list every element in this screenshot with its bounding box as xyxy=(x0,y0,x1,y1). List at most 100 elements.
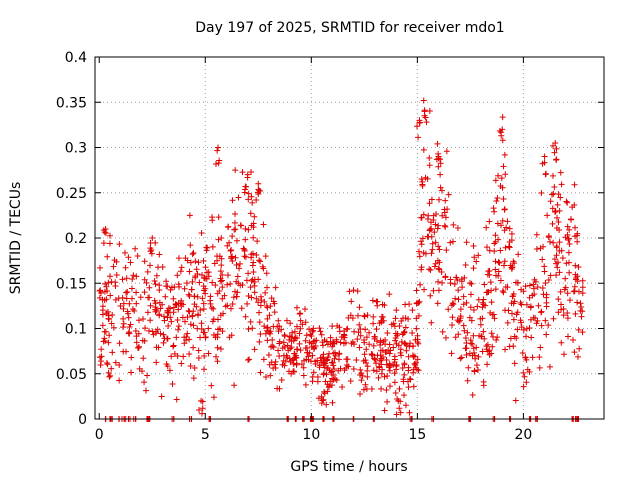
data-point xyxy=(536,354,543,361)
data-point xyxy=(500,163,507,170)
data-point xyxy=(401,371,408,378)
data-point xyxy=(551,184,558,191)
data-point xyxy=(123,295,130,302)
data-point xyxy=(195,312,202,319)
data-point xyxy=(463,239,470,246)
data-point xyxy=(247,284,254,291)
data-point xyxy=(175,255,182,262)
data-point xyxy=(202,264,209,271)
data-point xyxy=(316,362,323,369)
data-point xyxy=(425,212,432,219)
data-point xyxy=(222,303,229,310)
data-point xyxy=(321,390,328,397)
data-point xyxy=(116,241,123,248)
data-point xyxy=(260,356,267,363)
data-point xyxy=(253,197,260,204)
data-point xyxy=(549,191,556,198)
data-point xyxy=(248,193,255,200)
data-point xyxy=(181,334,188,341)
data-point xyxy=(506,225,513,232)
data-point xyxy=(203,244,210,251)
data-point xyxy=(141,276,148,283)
data-point xyxy=(523,356,530,363)
data-point xyxy=(186,308,193,315)
data-point xyxy=(431,263,438,270)
data-point xyxy=(442,197,449,204)
data-point xyxy=(228,255,235,262)
data-point xyxy=(386,350,393,357)
data-point xyxy=(370,313,377,320)
data-point xyxy=(420,97,427,104)
data-point xyxy=(356,304,363,311)
data-point xyxy=(219,295,226,302)
data-point xyxy=(161,335,168,342)
data-point xyxy=(251,346,258,353)
data-point xyxy=(306,349,313,356)
data-point xyxy=(392,315,399,322)
data-point xyxy=(577,300,584,307)
data-point xyxy=(130,272,137,279)
data-point xyxy=(157,305,164,312)
data-point xyxy=(133,289,140,296)
data-point xyxy=(402,315,409,322)
data-point xyxy=(510,343,517,350)
data-point xyxy=(300,364,307,371)
data-point xyxy=(523,379,530,386)
data-point xyxy=(323,401,330,408)
data-point xyxy=(553,244,560,251)
data-point xyxy=(263,270,270,277)
data-point xyxy=(257,330,264,337)
data-point xyxy=(147,317,154,324)
data-point xyxy=(293,360,300,367)
data-point xyxy=(553,252,560,259)
data-point xyxy=(228,332,235,339)
data-point xyxy=(526,325,533,332)
data-point xyxy=(413,325,420,332)
data-point xyxy=(198,320,205,327)
data-point xyxy=(249,325,256,332)
data-point xyxy=(550,190,557,197)
data-point xyxy=(563,198,570,205)
data-point xyxy=(301,357,308,364)
x-tick-label: 15 xyxy=(408,427,426,443)
data-point xyxy=(407,340,414,347)
data-point xyxy=(401,361,408,368)
data-point xyxy=(276,385,283,392)
data-point xyxy=(510,293,517,300)
data-point xyxy=(538,322,545,329)
data-point xyxy=(565,333,572,340)
data-point xyxy=(157,330,164,337)
data-point xyxy=(108,365,115,372)
data-point xyxy=(319,354,326,361)
data-point xyxy=(569,204,576,211)
data-point xyxy=(414,356,421,363)
data-point xyxy=(144,268,151,275)
data-point xyxy=(379,313,386,320)
data-point xyxy=(264,315,271,322)
data-point xyxy=(531,291,538,298)
data-point xyxy=(375,374,382,381)
data-point xyxy=(232,167,239,174)
data-point xyxy=(564,223,571,230)
data-point xyxy=(191,364,198,371)
data-point xyxy=(370,342,377,349)
data-point xyxy=(97,287,104,294)
data-point xyxy=(491,240,498,247)
data-point xyxy=(514,326,521,333)
data-point xyxy=(458,276,465,283)
data-point xyxy=(414,123,421,130)
data-point xyxy=(401,328,408,335)
data-point xyxy=(229,301,236,308)
data-point xyxy=(144,372,151,379)
data-point xyxy=(244,300,251,307)
data-point xyxy=(189,251,196,258)
data-point xyxy=(318,393,325,400)
data-point xyxy=(449,322,456,329)
data-point xyxy=(128,354,135,361)
data-point xyxy=(239,281,246,288)
data-point xyxy=(571,288,578,295)
data-point xyxy=(180,353,187,360)
data-point xyxy=(495,272,502,279)
data-point xyxy=(539,284,546,291)
data-point xyxy=(162,293,169,300)
